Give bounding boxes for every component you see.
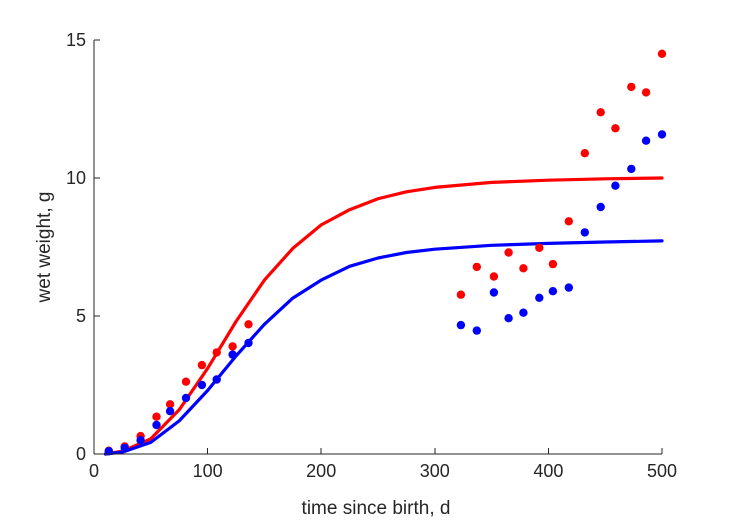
data-point [611,124,620,133]
y-tick-label: 0 [76,444,86,464]
data-point [228,342,237,351]
data-point [548,287,558,296]
data-point [197,360,207,370]
x-tick-label: 400 [533,461,563,481]
data-point [580,149,589,158]
data-point [197,380,207,390]
data-point [472,262,481,272]
data-point [456,290,466,299]
data-point [657,49,667,58]
x-tick-label: 300 [420,461,450,481]
y-tick-label: 10 [66,168,86,188]
data-point [472,326,481,335]
data-point [120,443,129,453]
y-axis-label: wet weight, g [34,192,55,304]
data-point [519,264,528,273]
data-point [104,447,114,456]
data-point [228,350,237,359]
data-point [596,108,605,117]
fit-curve-3 [103,239,664,456]
data-point [489,272,499,281]
data-point [519,308,528,317]
data-point [504,248,513,257]
fitted-curves [103,176,664,456]
fit-curve-2 [103,176,664,456]
data-point [641,88,651,97]
data-point [564,217,573,226]
data-point [152,420,161,430]
data-point [504,314,513,323]
axes: 0 100 200 300 400 500 0 5 10 15 [66,30,677,481]
data-point [212,348,221,357]
data-point [611,181,620,190]
data-point [580,228,589,237]
data-point [456,320,466,330]
x-tick-label: 500 [647,461,677,481]
data-point [489,288,499,297]
data-point [641,136,651,145]
data-point [535,293,544,302]
data-point [181,377,191,386]
data-point [627,164,636,174]
data-point [657,130,667,139]
data-points [104,49,667,456]
x-tick-label: 0 [89,461,99,481]
data-point [548,259,558,269]
data-point [244,338,253,348]
x-axis-label: time since birth, d [302,498,451,519]
y-tick-label: 15 [66,30,86,50]
data-point [596,202,605,212]
data-point [152,412,161,421]
x-tick-label: 200 [306,461,336,481]
data-point [244,320,253,329]
data-point [535,243,544,252]
data-point [181,393,191,403]
data-point [564,283,573,292]
y-tick-label: 5 [76,306,86,326]
x-tick-label: 100 [193,461,223,481]
data-point [136,436,145,445]
data-point [627,82,636,92]
data-point [165,407,175,416]
data-point [212,375,221,384]
data-point [165,400,175,409]
